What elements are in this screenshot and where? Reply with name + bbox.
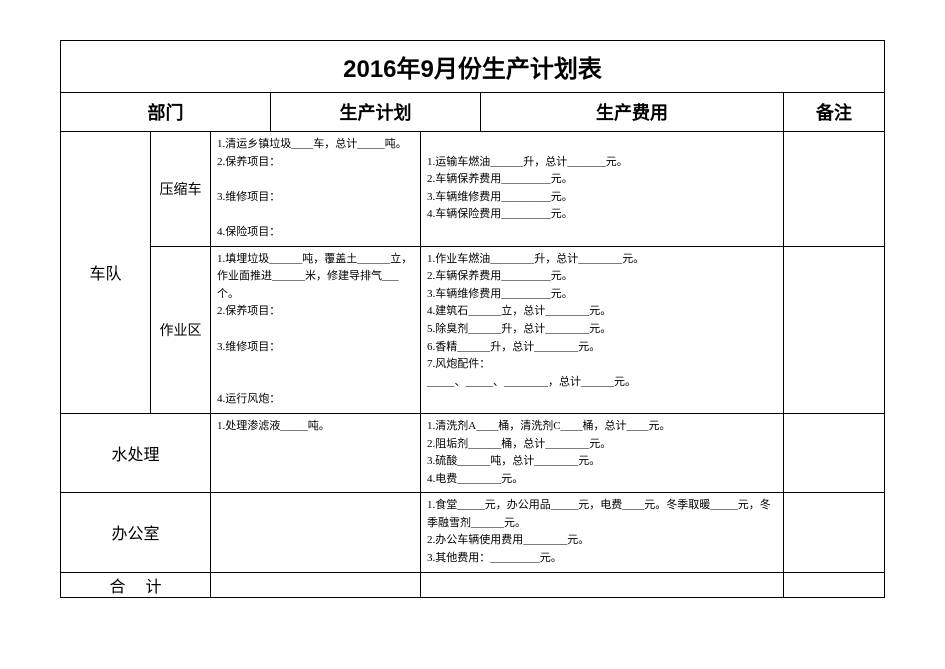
dept-total: 合 计	[61, 573, 211, 597]
note-ops	[784, 247, 884, 413]
table-title: 2016年9月份生产计划表	[61, 41, 884, 93]
note-water	[784, 414, 884, 492]
subrow-compress: 压缩车 1.清运乡镇垃圾____车，总计_____吨。 2.保养项目： 3.维修…	[151, 132, 884, 246]
row-fleet: 车队 压缩车 1.清运乡镇垃圾____车，总计_____吨。 2.保养项目： 3…	[61, 132, 884, 414]
sub-compress: 压缩车	[151, 132, 211, 246]
fleet-stack: 压缩车 1.清运乡镇垃圾____车，总计_____吨。 2.保养项目： 3.维修…	[151, 132, 884, 413]
sub-ops: 作业区	[151, 247, 211, 413]
cost-compress: 1.运输车燃油______升，总计_______元。 2.车辆保养费用_____…	[421, 132, 784, 246]
plan-water: 1.处理渗滤液_____吨。	[211, 414, 421, 492]
header-cost: 生产费用	[481, 93, 784, 131]
note-total	[784, 573, 884, 597]
cost-ops: 1.作业车燃油________升，总计________元。 2.车辆保养费用__…	[421, 247, 784, 413]
note-compress	[784, 132, 884, 246]
cost-total	[421, 573, 784, 597]
dept-water: 水处理	[61, 414, 211, 492]
header-dept: 部门	[61, 93, 271, 131]
dept-office: 办公室	[61, 493, 211, 571]
header-note: 备注	[784, 93, 884, 131]
row-office: 办公室 1.食堂_____元，办公用品_____元，电费____元。冬季取暖__…	[61, 493, 884, 572]
cost-water: 1.清洗剂A____桶，清洗剂C____桶，总计____元。 2.阻垢剂____…	[421, 414, 784, 492]
plan-total	[211, 573, 421, 597]
subrow-ops: 作业区 1.填埋垃圾______吨，覆盖土______立，作业面推进______…	[151, 246, 884, 413]
row-water: 水处理 1.处理渗滤液_____吨。 1.清洗剂A____桶，清洗剂C____桶…	[61, 414, 884, 493]
dept-fleet: 车队	[61, 132, 151, 413]
cost-office: 1.食堂_____元，办公用品_____元，电费____元。冬季取暖_____元…	[421, 493, 784, 571]
plan-compress: 1.清运乡镇垃圾____车，总计_____吨。 2.保养项目： 3.维修项目： …	[211, 132, 421, 246]
plan-office	[211, 493, 421, 571]
plan-ops: 1.填埋垃圾______吨，覆盖土______立，作业面推进______米，修建…	[211, 247, 421, 413]
note-office	[784, 493, 884, 571]
row-total: 合 计	[61, 573, 884, 597]
header-plan: 生产计划	[271, 93, 481, 131]
header-row: 部门 生产计划 生产费用 备注	[61, 93, 884, 132]
plan-table: 2016年9月份生产计划表 部门 生产计划 生产费用 备注 车队 压缩车 1.清…	[60, 40, 885, 598]
